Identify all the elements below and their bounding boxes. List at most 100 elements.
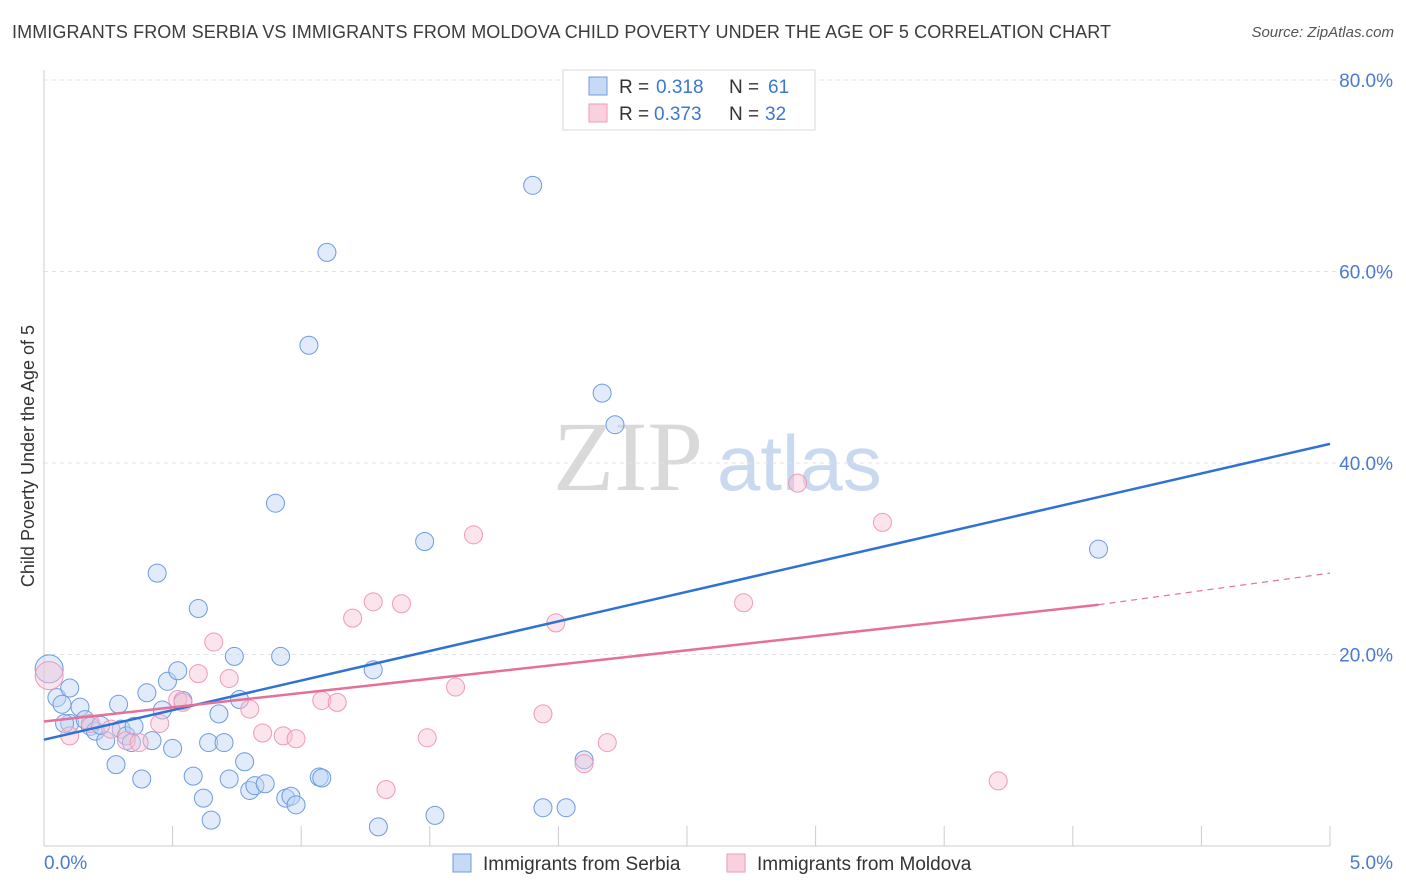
moldova-point: [240, 699, 260, 719]
serbia-point: [60, 678, 80, 698]
moldova-point: [734, 593, 754, 613]
y-tick-label: 60.0%: [1339, 263, 1393, 284]
serbia-point: [1089, 539, 1109, 559]
legend-swatch-moldova: [588, 103, 608, 123]
moldova-point: [253, 723, 273, 743]
moldova-trendline-extension: [1098, 572, 1331, 606]
chart-title: IMMIGRANTS FROM SERBIA VS IMMIGRANTS FRO…: [12, 22, 1112, 42]
trendlines: [43, 442, 1331, 741]
legend-n-label-moldova: N =: [729, 104, 759, 125]
serbia-point: [425, 805, 445, 825]
watermark-zip: ZIP: [553, 401, 703, 512]
serbia-point: [592, 383, 612, 403]
legend-swatch-serbia: [588, 76, 608, 96]
serbia-point: [605, 415, 625, 435]
serbia-point: [214, 733, 234, 753]
serbia-point: [163, 738, 183, 758]
serbia-point: [183, 766, 203, 786]
moldova-point: [464, 525, 484, 545]
legend-r-label-moldova: R =: [619, 104, 649, 125]
serbia-point: [235, 752, 255, 772]
moldova-point: [788, 473, 808, 493]
bottom-legend-label-moldova: Immigrants from Moldova: [757, 854, 972, 875]
y-tick-label: 40.0%: [1339, 454, 1393, 475]
moldova-point: [872, 512, 892, 532]
x-tick-label-end: 5.0%: [1350, 853, 1393, 874]
serbia-point: [312, 768, 332, 788]
moldova-point: [204, 632, 224, 652]
serbia-point: [147, 563, 167, 583]
serbia-point: [106, 755, 126, 775]
serbia-point: [132, 769, 152, 789]
bottom-legend-swatch-serbia: [452, 853, 472, 873]
legend-n-value-serbia: 61: [768, 77, 789, 98]
serbia-point: [52, 694, 72, 714]
moldova-point: [150, 713, 170, 733]
gridlines: [44, 79, 1393, 655]
serbia-point: [188, 599, 208, 619]
serbia-point: [533, 798, 553, 818]
moldova-point: [343, 608, 363, 628]
serbia-point: [34, 654, 64, 684]
serbia-point: [96, 731, 116, 751]
serbia-point: [415, 532, 435, 552]
y-tick-labels: 20.0% 40.0% 60.0% 80.0%: [1339, 71, 1393, 667]
serbia-point: [193, 788, 213, 808]
bottom-legend-swatch-moldova: [726, 853, 746, 873]
serbia-point: [255, 774, 275, 794]
moldova-point: [327, 692, 347, 712]
moldova-points: [34, 473, 1008, 800]
serbia-point: [209, 704, 229, 724]
serbia-point: [317, 242, 337, 262]
legend-n-label-serbia: N =: [729, 77, 759, 98]
serbia-point: [219, 769, 239, 789]
moldova-point: [188, 664, 208, 684]
serbia-point: [168, 661, 188, 681]
serbia-point: [556, 798, 576, 818]
serbia-point: [368, 817, 388, 837]
legend: R = 0.318 N = 61 R = 0.373 N = 32: [562, 69, 816, 131]
serbia-point: [199, 733, 219, 753]
serbia-point: [271, 646, 291, 666]
moldova-point: [417, 728, 437, 748]
serbia-trendline: [43, 442, 1331, 741]
moldova-point: [597, 733, 617, 753]
serbia-point: [265, 493, 285, 513]
moldova-point: [129, 733, 149, 753]
serbia-point: [47, 688, 67, 708]
serbia-point: [299, 335, 319, 355]
serbia-point: [137, 683, 157, 703]
serbia-point: [109, 694, 129, 714]
bottom-legend: Immigrants from Serbia Immigrants from M…: [452, 853, 972, 875]
serbia-point: [157, 671, 177, 691]
moldova-point: [988, 771, 1008, 791]
moldova-point: [392, 594, 412, 614]
moldova-point: [446, 677, 466, 697]
x-tick-label-start: 0.0%: [44, 853, 87, 874]
serbia-point: [224, 646, 244, 666]
moldova-point: [286, 729, 306, 749]
moldova-point: [376, 780, 396, 800]
moldova-trendline: [43, 603, 1099, 723]
serbia-point: [523, 175, 543, 195]
x-tick-marks: [172, 826, 1331, 846]
moldova-point: [219, 668, 239, 688]
serbia-points: [34, 175, 1109, 837]
serbia-point: [70, 697, 90, 717]
source-label: Source: ZipAtlas.com: [1251, 24, 1394, 41]
y-tick-label: 80.0%: [1339, 71, 1393, 92]
moldova-point: [533, 704, 553, 724]
moldova-point: [574, 754, 594, 774]
legend-r-label-serbia: R =: [619, 77, 649, 98]
legend-r-value-serbia: 0.318: [656, 77, 704, 98]
bottom-legend-label-serbia: Immigrants from Serbia: [483, 854, 681, 875]
serbia-point: [201, 810, 221, 830]
y-tick-label: 20.0%: [1339, 646, 1393, 667]
moldova-point: [34, 661, 64, 691]
moldova-point: [363, 592, 383, 612]
legend-n-value-moldova: 32: [765, 104, 786, 125]
y-axis-title: Child Poverty Under the Age of 5: [18, 325, 38, 587]
legend-r-value-moldova: 0.373: [654, 104, 702, 125]
serbia-point: [286, 795, 306, 815]
